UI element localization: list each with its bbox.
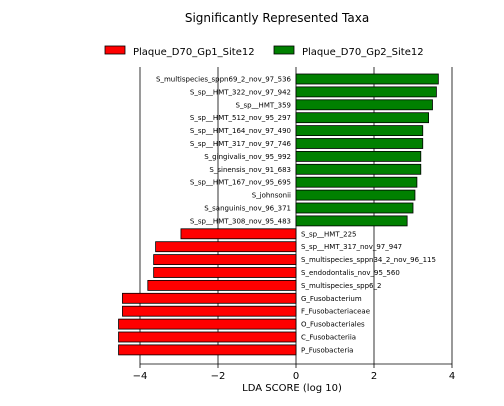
- bar-label: S_johnsonii: [252, 192, 291, 200]
- bar: [295, 138, 424, 149]
- bar-labels: S_multispecies_sppn69_2_nov_97_536 S_sp__…: [156, 76, 436, 355]
- bar: [295, 125, 424, 136]
- bar-label: S_sinensis_nov_91_683: [209, 166, 291, 174]
- bar-label: S_sp__HMT_164_nov_97_490: [190, 127, 291, 135]
- bar: [118, 331, 297, 343]
- bar-label: S_endodontalis_nov_95_560: [301, 269, 400, 277]
- bar-label: S_sp__HMT_512_nov_95_297: [190, 114, 291, 122]
- bar: [295, 99, 433, 111]
- x-tick-label: −2: [211, 371, 226, 382]
- bar-label: O_Fusobacteriales: [301, 321, 365, 329]
- legend: Plaque_D70_Gp1_Site12 Plaque_D70_Gp2_Site…: [104, 45, 424, 58]
- legend-label-1: Plaque_D70_Gp1_Site12: [133, 47, 255, 58]
- bar-label: S_sp__HMT_317_nov_97_947: [301, 243, 402, 251]
- bar: [295, 202, 414, 214]
- bars: [118, 73, 439, 356]
- bar: [118, 344, 297, 356]
- bar-label: S_gingivalis_nov_95_992: [204, 153, 291, 161]
- bar: [295, 189, 416, 201]
- bar-label: F_Fusobacteriaceae: [301, 308, 370, 316]
- bar-label: G_Fusobacterium: [301, 295, 362, 303]
- bar: [295, 176, 418, 188]
- bar-label: S_multispecies_sppn69_2_nov_97_536: [156, 76, 291, 84]
- bar: [180, 228, 297, 240]
- bar: [295, 86, 437, 98]
- x-tick-label: 0: [293, 371, 299, 382]
- bar: [122, 292, 297, 304]
- bar: [155, 241, 297, 253]
- bar: [295, 73, 439, 85]
- chart-title: Significantly Represented Taxa: [185, 11, 369, 25]
- x-tick-label: 2: [371, 371, 377, 382]
- bar: [118, 318, 297, 330]
- bar-label: S_sp__HMT_308_nov_95_483: [190, 217, 291, 225]
- x-axis: −4 −2 0 2 4: [133, 363, 455, 382]
- bar: [153, 267, 297, 278]
- bar: [153, 254, 297, 266]
- bar-label: S_sp__HMT_359: [236, 101, 291, 109]
- legend-swatch-2: [273, 45, 295, 55]
- bar-label: S_sp__HMT_317_nov_97_746: [190, 140, 292, 148]
- legend-swatch-1: [104, 45, 126, 55]
- bar-label: P_Fusobacteria: [301, 346, 353, 354]
- bar-label: C_Fusobacteriia: [301, 334, 356, 342]
- x-axis-label: LDA SCORE (log 10): [242, 383, 342, 394]
- bar: [295, 215, 408, 227]
- bar-label: S_sp__HMT_167_nov_95_695: [190, 179, 291, 187]
- bar-label: S_multispecies_sppn34_2_nov_96_115: [301, 256, 436, 264]
- x-tick-label: 4: [449, 371, 455, 382]
- bar: [147, 279, 297, 291]
- x-tick-label: −4: [133, 371, 148, 382]
- bar: [295, 150, 422, 162]
- bar: [295, 112, 430, 124]
- bar: [295, 163, 422, 175]
- legend-label-2: Plaque_D70_Gp2_Site12: [302, 47, 424, 58]
- bar-label: S_multispecies_spp6_2: [301, 282, 381, 290]
- bar-label: S_sp__HMT_225: [301, 230, 356, 238]
- bar: [122, 305, 297, 317]
- bar-label: S_sp__HMT_322_nov_97_942: [190, 88, 291, 96]
- bar-label: S_sanguinis_nov_96_371: [204, 205, 291, 213]
